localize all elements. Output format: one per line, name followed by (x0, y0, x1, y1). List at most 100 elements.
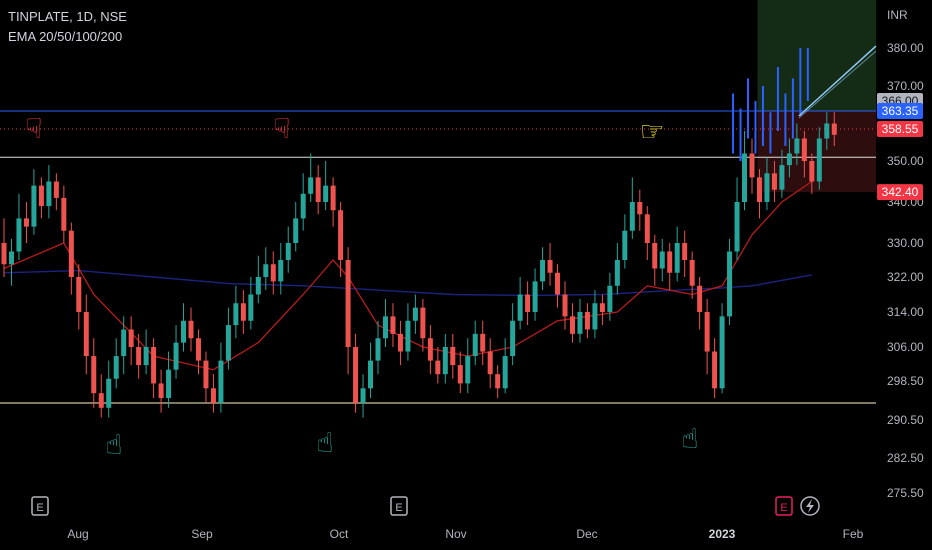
candle-body (263, 264, 269, 277)
candle-body (113, 356, 119, 379)
projection (732, 45, 877, 161)
candle-body (734, 202, 740, 252)
candle-body (255, 277, 261, 295)
candle (607, 272, 613, 321)
candle-body (166, 369, 172, 399)
price-badge: 358.55 (877, 120, 923, 137)
candle (263, 247, 269, 291)
candle-body (345, 260, 351, 347)
candle-body (188, 320, 194, 339)
candle (667, 243, 673, 291)
candle-body (368, 360, 374, 389)
candle (435, 347, 441, 384)
candle (330, 177, 336, 227)
x-tick-label: Sep (191, 527, 213, 541)
candle (629, 177, 635, 239)
candle-body (569, 316, 575, 334)
candle-body (195, 338, 201, 361)
candle (547, 243, 553, 286)
candle-body (704, 312, 710, 352)
candle-body (629, 202, 635, 231)
x-tick-label: Oct (330, 527, 349, 541)
candle (756, 169, 762, 219)
candle-body (225, 325, 231, 361)
candle-body (23, 218, 29, 227)
candle (420, 298, 426, 352)
price-badge-bg (877, 184, 923, 201)
candle-body (210, 388, 216, 403)
candle (353, 333, 359, 413)
projection-line (798, 45, 877, 117)
candle (323, 161, 329, 211)
candle (487, 338, 493, 389)
candle (106, 360, 112, 418)
candle-body (637, 202, 643, 215)
candle (592, 290, 598, 339)
candle (540, 247, 546, 291)
candle-body (278, 260, 284, 282)
position-zones (757, 0, 876, 193)
candle (831, 112, 837, 146)
horizontal-levels (0, 110, 876, 404)
candle-body (525, 294, 531, 312)
profit-zone (757, 0, 876, 111)
hand-up-icon: ☝ (681, 422, 698, 455)
candle (450, 333, 456, 379)
y-tick-label: 298.50 (887, 374, 924, 388)
candle-body (779, 165, 785, 190)
candle-body (248, 294, 254, 321)
candle-body (98, 393, 104, 408)
candle (584, 303, 590, 339)
candle (734, 177, 740, 260)
candle (397, 320, 403, 366)
candle-body (614, 260, 620, 286)
candle-body (457, 365, 463, 384)
candle-body (143, 347, 149, 366)
candle-body (106, 378, 112, 408)
candle (53, 173, 59, 211)
candle-body (644, 214, 650, 243)
candle-body (405, 320, 411, 352)
candle (76, 264, 82, 330)
candle (38, 177, 44, 219)
candle-body (323, 185, 329, 202)
candle (46, 165, 52, 219)
candle-body (151, 347, 157, 384)
currency-label: INR (887, 8, 908, 22)
candle (412, 294, 418, 334)
candle (390, 303, 396, 347)
price-badge: 342.40 (877, 184, 923, 201)
lightning-icon (800, 496, 820, 516)
candle (181, 303, 187, 352)
candle-body (353, 347, 359, 403)
candle-body (128, 329, 134, 347)
candle (465, 338, 471, 394)
candle-body (46, 181, 52, 207)
candle-body (285, 243, 291, 260)
candle (622, 214, 628, 269)
candle (517, 277, 523, 330)
candle-body (121, 329, 127, 357)
candle-body (315, 177, 321, 202)
y-tick-label: 282.50 (887, 451, 924, 465)
candle (136, 333, 142, 379)
candle-body (16, 218, 22, 252)
candle (300, 173, 306, 231)
candle (31, 169, 37, 235)
candle (599, 294, 605, 326)
y-tick-label: 322.00 (887, 270, 924, 284)
candle (764, 157, 770, 211)
candle (158, 369, 164, 413)
candle (375, 320, 381, 375)
price-badge: 363.35 (877, 102, 923, 119)
candle-body (801, 138, 807, 161)
candle (794, 123, 800, 166)
candle-body (442, 347, 448, 375)
candle (143, 329, 149, 375)
candle-body (218, 360, 224, 403)
candle (816, 127, 822, 190)
candle (233, 285, 239, 339)
candle-body (749, 153, 755, 178)
candle (427, 325, 433, 375)
